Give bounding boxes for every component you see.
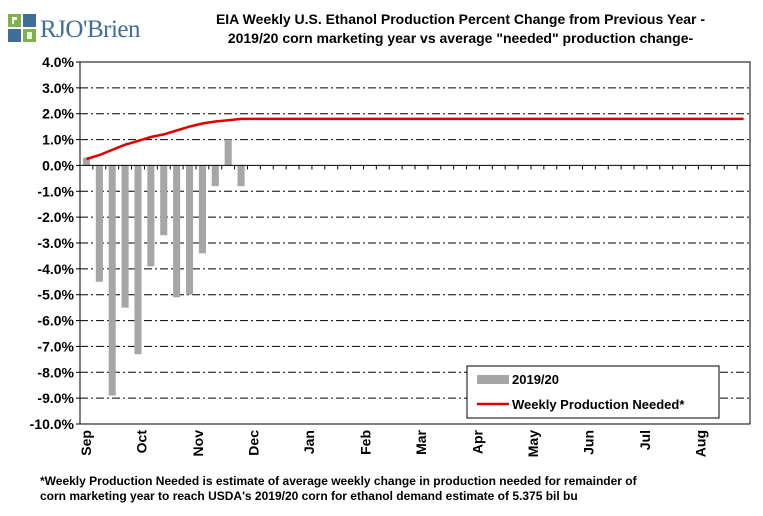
y-tick-label: -2.0% bbox=[37, 209, 74, 225]
y-tick-label: 4.0% bbox=[42, 54, 74, 70]
legend: 2019/20 Weekly Production Needed* bbox=[466, 365, 720, 419]
bar bbox=[211, 165, 219, 187]
bar bbox=[160, 165, 168, 236]
x-month-label: Aug bbox=[693, 430, 709, 457]
bar bbox=[121, 165, 129, 308]
y-tick-label: 1.0% bbox=[42, 132, 74, 148]
x-month-label: Sep bbox=[78, 430, 94, 456]
chart-title-line-2: 2019/20 corn marketing year vs average "… bbox=[227, 30, 694, 46]
logo-mark-icon bbox=[8, 14, 36, 42]
x-axis-labels: Sep Oct Nov Dec Jan Feb Mar Apr May Jun Jul Aug bbox=[78, 429, 709, 457]
x-month-label: Feb bbox=[358, 430, 374, 455]
y-tick-label: -10.0% bbox=[30, 416, 75, 432]
bar bbox=[185, 165, 194, 295]
x-month-label: Jul bbox=[637, 430, 653, 450]
legend-label-bar: 2019/20 bbox=[512, 372, 559, 387]
bar bbox=[134, 165, 142, 355]
legend-box bbox=[466, 365, 720, 419]
x-month-label: Jun bbox=[581, 430, 597, 455]
y-tick-label: 3.0% bbox=[42, 80, 74, 96]
y-tick-label: 0.0% bbox=[42, 157, 74, 173]
line-series bbox=[86, 117, 744, 161]
chart-title: EIA Weekly U.S. Ethanol Production Perce… bbox=[158, 10, 763, 48]
y-tick-label: -1.0% bbox=[37, 183, 74, 199]
bar bbox=[147, 165, 155, 267]
legend-label-line: Weekly Production Needed* bbox=[512, 397, 685, 412]
chart-title-line-1: EIA Weekly U.S. Ethanol Production Perce… bbox=[215, 11, 706, 27]
bar-series bbox=[82, 139, 245, 396]
footnote-line-1: *Weekly Production Needed is estimate of… bbox=[40, 474, 637, 488]
y-tick-label: -9.0% bbox=[37, 390, 74, 406]
y-tick-label: 2.0% bbox=[42, 106, 74, 122]
y-tick-label: -3.0% bbox=[37, 235, 74, 251]
y-tick-label: -6.0% bbox=[37, 313, 74, 329]
x-month-label: Nov bbox=[190, 430, 206, 457]
footnote: *Weekly Production Needed is estimate of… bbox=[40, 474, 740, 504]
bar bbox=[82, 157, 90, 166]
x-month-label: Jan bbox=[301, 430, 317, 454]
y-tick-label: -7.0% bbox=[37, 338, 74, 354]
x-month-label: Oct bbox=[133, 430, 149, 454]
gridlines bbox=[80, 87, 750, 399]
axes bbox=[76, 61, 751, 425]
rjobrien-logo: RJO'Brien bbox=[6, 14, 156, 48]
logo-wordmark: RJO'Brien bbox=[40, 16, 141, 43]
bar bbox=[237, 165, 245, 187]
bar bbox=[198, 165, 206, 254]
bar bbox=[95, 165, 103, 282]
x-month-label: Mar bbox=[413, 429, 429, 454]
y-axis-labels: 4.0% 3.0% 2.0% 1.0% 0.0% -1.0% -2.0% -3.0% -4.0%… bbox=[30, 54, 75, 432]
y-tick-label: -8.0% bbox=[37, 364, 74, 380]
bar bbox=[224, 139, 232, 166]
y-tick-label: -5.0% bbox=[37, 287, 74, 303]
legend-swatch-bar bbox=[477, 375, 509, 384]
footnote-line-2: corn marketing year to reach USDA's 2019… bbox=[40, 489, 578, 503]
x-month-label: May bbox=[525, 430, 541, 457]
bar bbox=[173, 165, 181, 298]
needed-production-line bbox=[86, 117, 744, 161]
x-month-label: Apr bbox=[470, 429, 486, 454]
y-tick-label: -4.0% bbox=[37, 261, 74, 277]
bar bbox=[108, 165, 116, 396]
x-month-label: Dec bbox=[246, 430, 262, 456]
